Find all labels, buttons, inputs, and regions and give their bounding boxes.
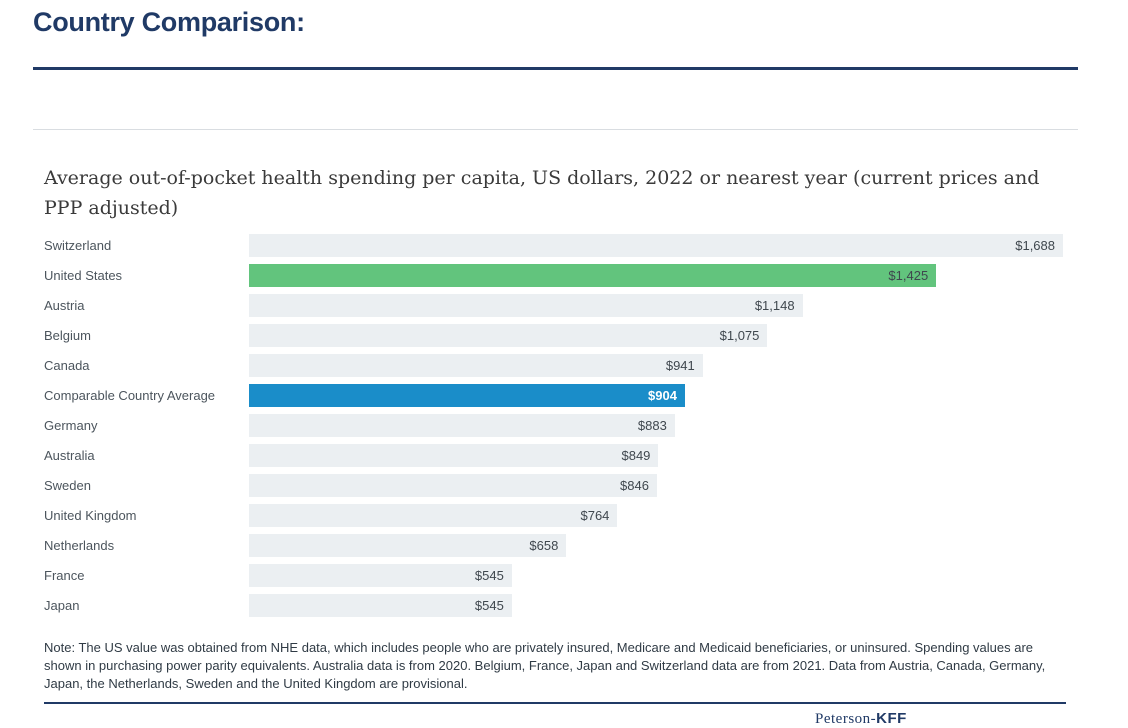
category-label: United Kingdom [44, 507, 137, 523]
bar-track: $1,688 [249, 233, 1063, 257]
bar-japan[interactable]: $545 [249, 593, 512, 617]
bar-value-label: $764 [580, 507, 610, 523]
chart-row-australia: Australia $849 [44, 440, 1064, 470]
chart-rows: Switzerland $1,688 United States $1,425 Aust… [44, 230, 1064, 620]
bar-track: $545 [249, 593, 1063, 617]
bar-track: $849 [249, 443, 1063, 467]
logo-text-peterson: Peterson- [815, 711, 877, 727]
bar-canada[interactable]: $941 [249, 353, 703, 377]
category-label: Canada [44, 357, 90, 373]
chart-row-switzerland: Switzerland $1,688 [44, 230, 1064, 260]
bar-value-label: $904 [648, 387, 677, 403]
footer-divider [44, 702, 1066, 704]
title-divider [33, 67, 1078, 70]
category-label: United States [44, 267, 123, 283]
bar-australia[interactable]: $849 [249, 443, 659, 467]
bar-track: $941 [249, 353, 1063, 377]
bar-track: $883 [249, 413, 1063, 437]
chart-row-netherlands: Netherlands $658 [44, 530, 1064, 560]
bar-track: $1,148 [249, 293, 1063, 317]
section-divider [33, 129, 1078, 130]
page-title: Country Comparison: [33, 7, 305, 37]
chart-title: Average out-of-pocket health spending pe… [44, 167, 1040, 219]
category-label: Netherlands [44, 537, 115, 553]
chart-note: Note: The US value was obtained from NHE… [44, 640, 1046, 691]
bar-value-label: $883 [637, 417, 667, 433]
chart-row-comparable-country-average: Comparable Country Average $904 [44, 380, 1064, 410]
bar-value-label: $941 [665, 357, 695, 373]
category-label: Australia [44, 447, 95, 463]
bar-united-states[interactable]: $1,425 [249, 263, 937, 287]
bar-track: $846 [249, 473, 1063, 497]
bar-value-label: $849 [621, 447, 651, 463]
chart-row-france: France $545 [44, 560, 1064, 590]
category-label: France [44, 567, 85, 583]
chart-row-sweden: Sweden $846 [44, 470, 1064, 500]
bar-value-label: $846 [620, 477, 649, 493]
bar-value-label: $545 [474, 567, 504, 583]
category-label: Austria [44, 297, 85, 313]
category-label: Comparable Country Average [44, 387, 216, 403]
bar-value-label: $1,425 [888, 267, 929, 283]
chart-row-united-states: United States $1,425 [44, 260, 1064, 290]
chart-row-united-kingdom: United Kingdom $764 [44, 500, 1064, 530]
chart-row-japan: Japan $545 [44, 590, 1064, 620]
bar-value-label: $1,148 [754, 297, 795, 313]
bar-value-label: $1,688 [1015, 237, 1055, 253]
bar-france[interactable]: $545 [249, 563, 512, 587]
bar-value-label: $1,075 [719, 327, 760, 343]
bar-value-label: $545 [474, 597, 504, 613]
bar-austria[interactable]: $1,148 [249, 293, 803, 317]
category-label: Sweden [44, 477, 91, 493]
chart-row-canada: Canada $941 [44, 350, 1064, 380]
peterson-kff-logo: Peterson-KFF [815, 710, 907, 728]
bar-track: $904 [249, 383, 1063, 407]
bar-netherlands[interactable]: $658 [249, 533, 567, 557]
chart-row-austria: Austria $1,148 [44, 290, 1064, 320]
bar-track: $1,075 [249, 323, 1063, 347]
bar-belgium[interactable]: $1,075 [249, 323, 768, 347]
category-label: Switzerland [44, 237, 112, 253]
bar-track: $545 [249, 563, 1063, 587]
bar-track: $1,425 [249, 263, 1063, 287]
bar-sweden[interactable]: $846 [249, 473, 657, 497]
bar-value-label: $658 [529, 537, 559, 553]
bar-track: $764 [249, 503, 1063, 527]
chart-row-belgium: Belgium $1,075 [44, 320, 1064, 350]
category-label: Belgium [44, 327, 91, 343]
bar-switzerland[interactable]: $1,688 [249, 233, 1063, 257]
category-label: Japan [44, 597, 80, 613]
category-label: Germany [44, 417, 98, 433]
bar-germany[interactable]: $883 [249, 413, 675, 437]
bar-comparable-country-average[interactable]: $904 [249, 383, 685, 407]
chart-row-germany: Germany $883 [44, 410, 1064, 440]
bar-track: $658 [249, 533, 1063, 557]
bar-united-kingdom[interactable]: $764 [249, 503, 618, 527]
